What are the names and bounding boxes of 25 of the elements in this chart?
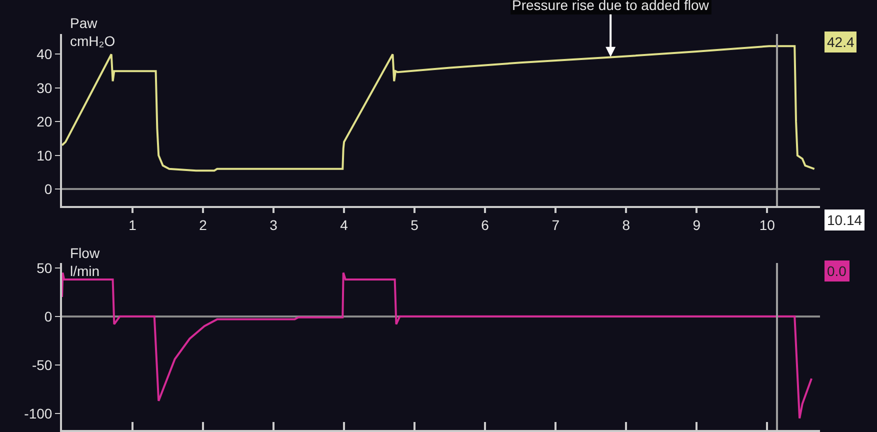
- x-tick-label: 2: [199, 216, 208, 233]
- text: 0.0: [827, 263, 847, 279]
- x-tick-label: 7: [552, 216, 560, 233]
- text: 10.14: [827, 212, 862, 228]
- y-tick-label: 40: [36, 46, 52, 62]
- y-tick-label: -50: [32, 356, 52, 373]
- y-tick-label: 30: [36, 80, 52, 96]
- y-tick-label: 0: [44, 181, 52, 198]
- x-tick-label: 4: [340, 216, 348, 233]
- y-tick-label: 0: [44, 308, 52, 324]
- y-axis-title: Paw cmH₂O: [70, 15, 116, 50]
- y-tick-label: -100: [24, 405, 52, 422]
- y-axis-title: Flow l/min: [70, 245, 100, 280]
- x-tick-label: 3: [270, 216, 278, 233]
- x-tick-label: 10: [759, 216, 776, 233]
- y-tick-label: 20: [36, 114, 52, 130]
- x-tick-label: 8: [622, 216, 630, 233]
- y-tick-label: 10: [36, 147, 52, 164]
- x-tick-label: 5: [410, 216, 419, 233]
- x-tick-label: 6: [481, 216, 490, 233]
- text: 42.4: [827, 34, 854, 50]
- x-tick-label: 9: [692, 216, 701, 233]
- y-tick-label: 50: [36, 260, 52, 276]
- x-tick-label: 1: [128, 216, 137, 233]
- annotation: Pressure rise due to added flow: [512, 0, 710, 13]
